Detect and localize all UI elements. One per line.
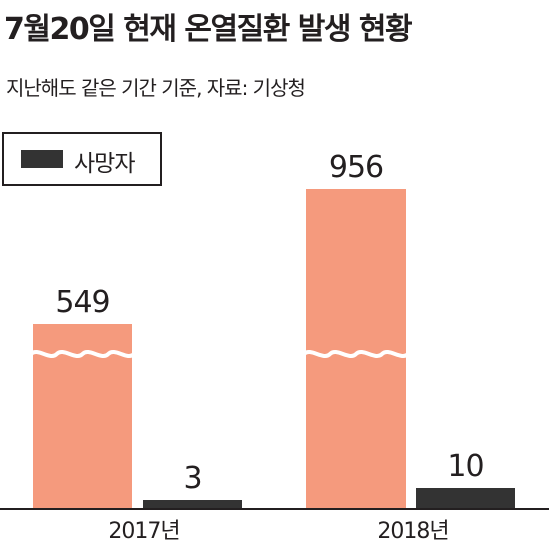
data-label-deaths-1: 3 bbox=[183, 461, 201, 496]
legend-swatch-deaths bbox=[21, 150, 63, 168]
data-label-main-1: 549 bbox=[55, 285, 109, 320]
axis-break-wave-1 bbox=[29, 350, 136, 358]
chart-title: 7월20일 현재 온열질환 발생 현황 bbox=[4, 12, 413, 47]
chart-subtitle: 지난해도 같은 기간 기준, 자료: 기상청 bbox=[6, 76, 306, 100]
x-tick-label-2: 2018년 bbox=[377, 519, 448, 544]
data-label-main-2: 956 bbox=[329, 150, 383, 185]
x-tick-label-1: 2017년 bbox=[108, 519, 179, 544]
data-label-deaths-2: 10 bbox=[447, 449, 483, 484]
bar-deaths-1 bbox=[143, 500, 242, 508]
legend: 사망자 bbox=[2, 132, 162, 186]
bar-main-2 bbox=[306, 189, 406, 508]
axis-break-wave-2 bbox=[302, 350, 410, 358]
bar-deaths-2 bbox=[416, 488, 515, 508]
legend-label-deaths: 사망자 bbox=[74, 151, 135, 177]
